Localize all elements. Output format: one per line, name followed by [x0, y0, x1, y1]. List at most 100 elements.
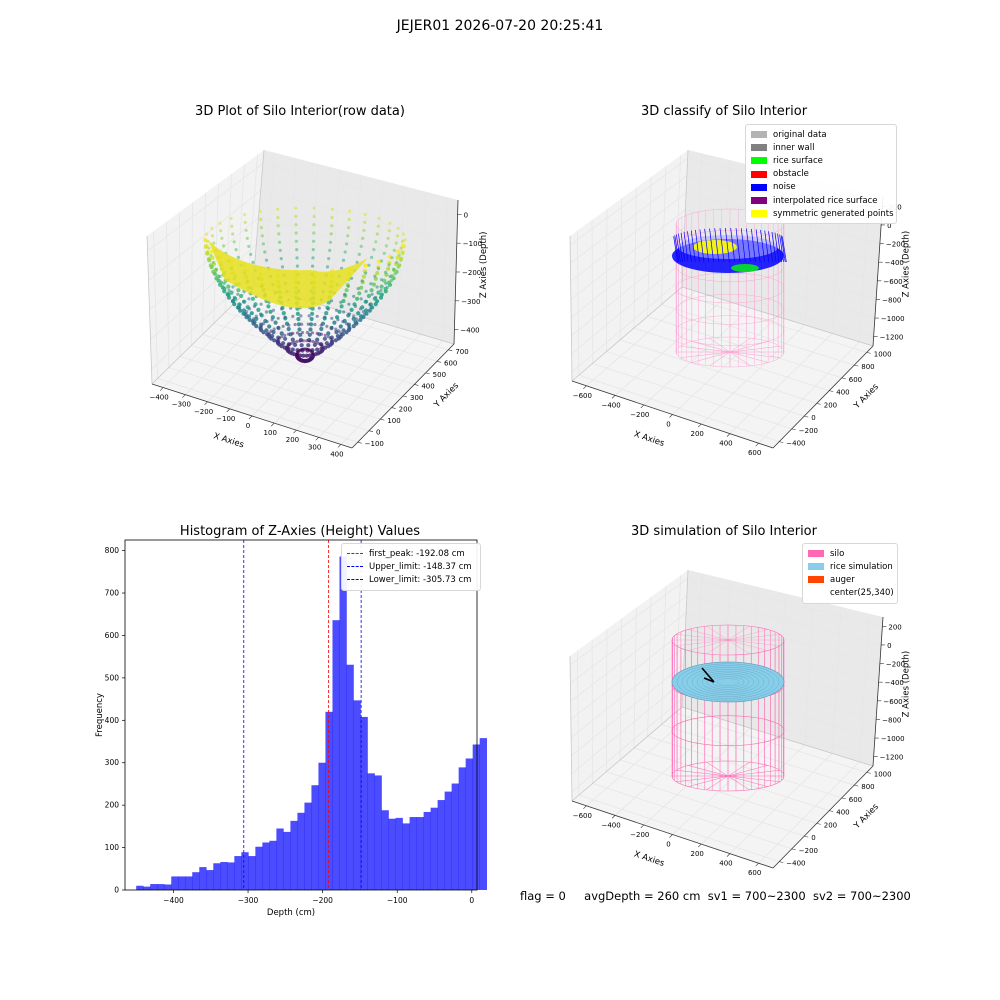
classify-z-tick-label: −400: [885, 259, 904, 267]
raw-y-tick: [402, 395, 408, 398]
raw-point: [364, 271, 368, 275]
raw-point: [232, 295, 236, 300]
raw-point: [375, 270, 380, 276]
raw-point: [386, 280, 392, 285]
classify-x-tick: [755, 443, 759, 447]
raw-z-tick-label: −100: [463, 240, 482, 248]
raw-y-tick-label: 700: [455, 348, 468, 356]
raw-point: [207, 246, 211, 250]
silo-top-spoke: [727, 634, 780, 641]
raw-point: [230, 224, 234, 228]
raw-point: [309, 316, 314, 322]
classify-y-tick-label: −400: [786, 440, 805, 448]
raw-point: [359, 297, 363, 301]
hist-y-tick-label: 400: [105, 716, 120, 725]
silo-top-spoke: [727, 639, 768, 651]
raw-point: [347, 324, 351, 328]
simulation-edge: [571, 706, 874, 802]
legend-entry: center(25,340): [808, 587, 894, 600]
raw-point: [311, 339, 315, 344]
raw-point: [359, 314, 364, 319]
raw-point: [319, 326, 324, 332]
raw-point: [295, 248, 299, 252]
raw-point: [210, 234, 215, 238]
raw-point: [325, 265, 330, 269]
raw-point-cloud: [202, 206, 407, 364]
raw-point: [222, 281, 226, 285]
raw-point: [341, 328, 346, 333]
legend-entry: original data: [751, 128, 891, 141]
raw-y-tick-label: 0: [376, 429, 380, 437]
raw-point: [247, 244, 251, 248]
raw-point: [370, 292, 374, 296]
raw-point: [376, 259, 381, 264]
noise-strand: [676, 234, 681, 263]
raw-point: [392, 248, 396, 252]
raw-point: [344, 288, 349, 293]
noise-strand: [771, 231, 777, 263]
hist-bar: [472, 744, 480, 890]
raw-point: [382, 278, 387, 283]
raw-x-tick-label: 300: [308, 443, 321, 451]
raw-point: [347, 312, 351, 316]
raw-x-tick-label: 400: [330, 450, 343, 458]
raw-point: [294, 231, 298, 235]
classify-z-axis-label: Z Axies (Depth): [902, 231, 912, 298]
raw-point: [322, 336, 327, 341]
hist-bar: [248, 856, 256, 890]
noise-strand: [764, 230, 770, 263]
legend-label: silo: [830, 548, 845, 559]
hist-frame: [124, 539, 478, 891]
classify-x-tick-label: −200: [630, 411, 649, 419]
raw-point: [254, 314, 258, 318]
hist-x-tick-label: −300: [238, 896, 259, 905]
raw-point: [376, 267, 381, 271]
raw-point: [243, 212, 247, 217]
raw-dense-surface: [208, 240, 368, 309]
raw-point: [278, 248, 282, 252]
simulation-z-tick-label: −1200: [880, 754, 904, 762]
simulation-plot-title: 3D simulation of Silo Interior: [631, 524, 817, 539]
raw-point: [403, 238, 407, 242]
raw-point: [277, 240, 282, 244]
raw-point: [364, 311, 369, 316]
raw-point: [345, 242, 349, 246]
silo-ring: [671, 715, 785, 746]
simulation-y-tick-label: 200: [824, 821, 837, 829]
classify-y-tick: [791, 428, 796, 431]
silo-bottom-spoke: [706, 761, 729, 777]
raw-y-tick-label: 600: [444, 359, 457, 367]
raw-point: [334, 327, 338, 331]
raw-point: [400, 239, 405, 243]
silo-bottom-spoke: [706, 775, 729, 791]
raw-x-tick: [248, 415, 253, 420]
raw-point: [294, 223, 298, 227]
raw-point: [261, 242, 265, 246]
raw-z-tick-label: −200: [462, 269, 481, 277]
legend-entry: auger: [808, 573, 892, 586]
silo-bottom-spoke: [729, 341, 769, 353]
raw-point: [326, 307, 330, 311]
raw-y-tick: [425, 372, 430, 375]
hist-bar: [451, 783, 459, 890]
raw-point: [247, 317, 252, 322]
raw-point: [360, 279, 364, 283]
raw-point: [290, 347, 295, 352]
raw-point: [330, 207, 334, 211]
raw-point: [387, 263, 391, 267]
raw-point: [357, 252, 361, 256]
raw-point: [259, 302, 263, 306]
hist-bar: [164, 884, 172, 890]
silo-bottom-spoke: [727, 775, 750, 791]
silo-bottom-spoke: [727, 765, 768, 777]
noise-strand: [680, 232, 686, 263]
noise-strand: [719, 228, 725, 263]
raw-point: [308, 339, 312, 343]
classify-plot-title: 3D classify of Silo Interior: [640, 104, 808, 119]
raw-point: [379, 292, 384, 298]
raw-point: [334, 308, 339, 312]
noise-strand: [695, 229, 700, 263]
raw-point: [330, 316, 334, 320]
raw-point: [243, 312, 248, 317]
noise-strand: [755, 229, 761, 263]
